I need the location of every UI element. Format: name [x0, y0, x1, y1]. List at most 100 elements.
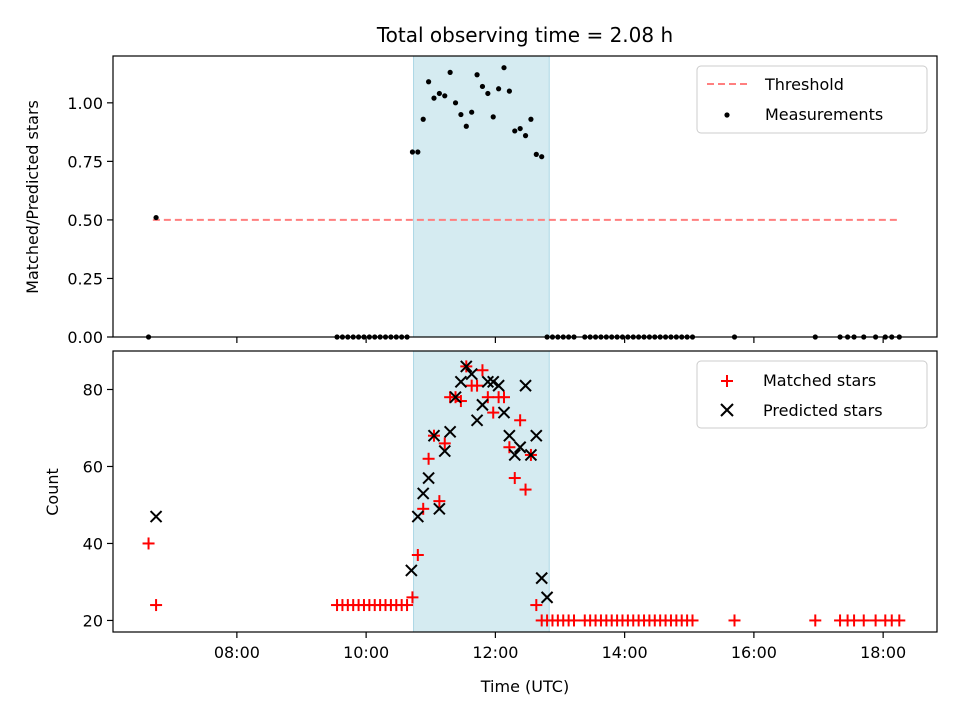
top-panel: 0.00 0.25 0.50 0.75 1.00: [67, 55, 938, 347]
measurement-point: [420, 116, 426, 122]
series-matched-stars: [142, 360, 906, 627]
predicted-point: [470, 414, 484, 427]
matched-point: [857, 614, 870, 627]
predicted-point: [540, 591, 554, 604]
measurement-point: [415, 149, 421, 155]
matched-point: [487, 406, 500, 419]
matched-point: [508, 472, 521, 485]
matched-point: [809, 614, 822, 627]
matched-point: [411, 549, 424, 562]
matched-point: [422, 452, 435, 465]
measurement-point: [539, 154, 545, 160]
measurements-legend-label: Measurements: [765, 105, 883, 124]
matched-point: [417, 502, 430, 515]
matched-point: [519, 483, 532, 496]
predicted-point: [530, 429, 543, 442]
predicted-point: [465, 367, 478, 381]
matched-point: [481, 391, 494, 404]
measurement-point: [522, 133, 529, 139]
measurement-point: [436, 90, 442, 97]
measurement-point: [501, 65, 507, 71]
observing-window-span: [413, 350, 550, 633]
measurement-point: [490, 114, 496, 120]
y-tick-label: 0.00: [67, 328, 103, 347]
predicted-legend-label: Predicted stars: [763, 401, 883, 420]
matched-point: [406, 591, 419, 604]
predicted-point: [449, 390, 462, 404]
predicted-point: [443, 425, 457, 439]
measurement-point: [506, 88, 512, 94]
x-tick-label: 16:00: [731, 643, 777, 662]
series-predicted-stars: [149, 360, 554, 604]
predicted-point: [427, 429, 441, 442]
bottom-y-axis-label: Count: [43, 468, 62, 516]
x-tick-label: 18:00: [860, 643, 906, 662]
matched-point: [476, 364, 489, 377]
matched-point: [530, 599, 543, 612]
top-y-axis-label: Matched/Predicted stars: [23, 100, 42, 294]
observing-window-span: [413, 55, 550, 338]
matched-point: [568, 614, 581, 627]
bottom-panel: 20 40 60 80 08:00 10:00 12:00 14:00 16:00 18:00: [83, 350, 938, 662]
matched-point: [454, 395, 467, 408]
measurement-point: [458, 111, 464, 118]
matched-legend-swatch: [721, 375, 733, 387]
predicted-point: [503, 429, 516, 442]
measurement-point: [533, 151, 539, 157]
y-tick-label: 60: [83, 457, 103, 476]
matched-point: [433, 495, 446, 508]
measurement-point: [425, 79, 432, 85]
predicted-point: [524, 448, 538, 462]
matched-point: [893, 614, 906, 627]
predicted-point: [454, 375, 468, 389]
matched-point: [142, 537, 155, 550]
measurement-point: [528, 116, 534, 122]
matched-legend-label: Matched stars: [763, 371, 876, 390]
predicted-point: [438, 444, 451, 458]
measurement-point: [452, 100, 459, 106]
measurement-point: [442, 93, 448, 99]
measurement-point: [409, 149, 416, 155]
y-tick-label: 80: [83, 380, 103, 399]
matched-point: [471, 379, 484, 392]
predicted-point: [411, 510, 425, 523]
axes-frame: [112, 55, 938, 338]
top-legend: Threshold Measurements: [696, 65, 928, 134]
measurements-legend-swatch: [724, 112, 730, 118]
predicted-point: [433, 502, 446, 516]
bottom-legend-box: [696, 360, 928, 429]
measurement-point: [469, 109, 475, 115]
measurement-point: [512, 128, 518, 134]
measurement-point: [485, 90, 491, 97]
x-axis-label: Time (UTC): [480, 677, 569, 696]
predicted-point: [492, 379, 505, 392]
measurement-point: [496, 86, 502, 92]
predicted-point: [513, 441, 527, 454]
predicted-point: [405, 564, 418, 577]
y-tick-label: 1.00: [67, 94, 103, 113]
matched-point: [503, 441, 516, 454]
measurement-point: [447, 69, 453, 75]
predicted-point: [487, 375, 500, 389]
y-tick-label: 20: [83, 611, 103, 630]
matched-point: [150, 599, 163, 612]
matched-point: [438, 437, 451, 450]
measurement-point: [463, 123, 469, 129]
predicted-point: [149, 510, 163, 523]
x-tick-label: 12:00: [472, 643, 518, 662]
predicted-point: [535, 571, 548, 585]
threshold-legend-label: Threshold: [764, 75, 844, 94]
y-tick-label: 0.75: [67, 152, 103, 171]
x-tick-label: 10:00: [343, 643, 389, 662]
axes-frame: [112, 350, 938, 633]
predicted-point: [497, 406, 511, 419]
measurement-point: [479, 83, 486, 90]
y-tick-label: 0.25: [67, 269, 103, 288]
predicted-point: [508, 448, 521, 462]
matched-point: [401, 599, 414, 612]
measurement-point: [517, 125, 523, 132]
matched-point: [728, 614, 741, 627]
x-tick-label: 08:00: [214, 643, 260, 662]
predicted-point: [460, 360, 473, 373]
